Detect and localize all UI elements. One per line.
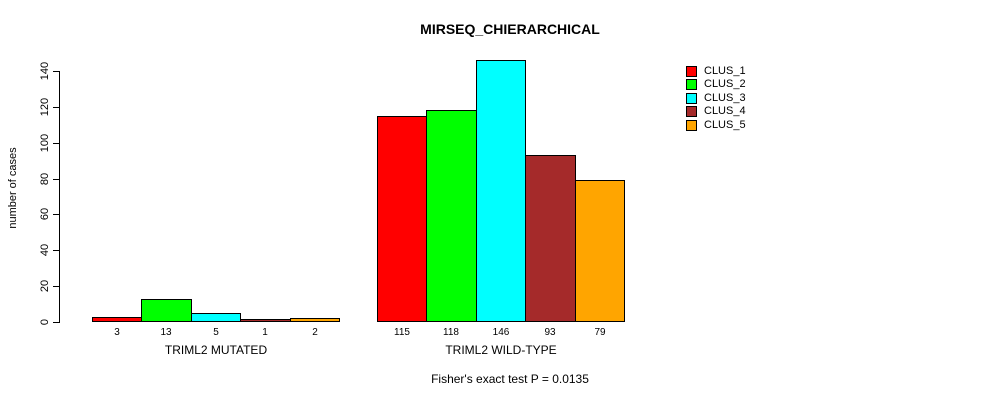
bar-value-label: 146 <box>492 327 510 338</box>
bar-clus_1 <box>377 116 427 322</box>
legend-swatch-icon <box>686 79 697 90</box>
legend-swatch-icon <box>686 106 697 117</box>
bar-clus_4 <box>525 155 576 322</box>
legend-label: CLUS_4 <box>704 105 746 117</box>
y-tick-label: 20 <box>39 279 51 293</box>
y-tick-label: 40 <box>39 243 51 257</box>
bar-value-label: 5 <box>213 327 219 338</box>
legend-item-clus_4: CLUS_4 <box>686 106 746 117</box>
y-tick-label: 100 <box>39 133 51 153</box>
bar-clus_5 <box>290 318 340 322</box>
bar-value-label: 93 <box>544 327 556 338</box>
bar-clus_2 <box>141 299 192 322</box>
y-tick <box>53 214 59 215</box>
fisher-test-annotation: Fisher's exact test P = 0.0135 <box>431 372 589 386</box>
legend-swatch-icon <box>686 93 697 104</box>
y-tick-label: 120 <box>39 97 51 117</box>
chart-title: MIRSEQ_CHIERARCHICAL <box>420 21 600 37</box>
bar-value-label: 3 <box>114 327 120 338</box>
legend-item-clus_2: CLUS_2 <box>686 79 746 90</box>
legend-label: CLUS_2 <box>704 78 746 90</box>
bar-value-label: 13 <box>160 327 172 338</box>
bar-value-label: 1 <box>262 327 268 338</box>
bar-value-label: 115 <box>394 327 410 338</box>
y-tick-label: 80 <box>39 172 51 186</box>
y-tick <box>53 107 59 108</box>
y-tick <box>53 179 59 180</box>
bar-value-label: 2 <box>312 327 318 338</box>
y-tick-label: 60 <box>39 207 51 221</box>
bar-clus_5 <box>575 180 625 322</box>
bar-clus_3 <box>191 313 241 322</box>
legend-item-clus_3: CLUS_3 <box>686 93 746 104</box>
y-tick-label: 0 <box>39 318 51 326</box>
legend-swatch-icon <box>686 66 697 77</box>
y-tick <box>53 250 59 251</box>
y-tick <box>53 143 59 144</box>
bar-clus_2 <box>426 110 477 322</box>
bar-clus_4 <box>240 319 291 322</box>
bar-clus_3 <box>476 60 526 322</box>
legend-label: CLUS_1 <box>704 65 746 77</box>
bar-clus_1 <box>92 317 142 322</box>
legend-item-clus_5: CLUS_5 <box>686 120 746 131</box>
y-tick-label: 140 <box>39 61 51 81</box>
y-axis-line <box>59 71 60 323</box>
y-tick <box>53 322 59 323</box>
legend-item-clus_1: CLUS_1 <box>686 66 746 77</box>
bar-value-label: 118 <box>443 327 459 338</box>
group-label: TRIML2 MUTATED <box>164 343 268 357</box>
bar-value-label: 79 <box>594 327 606 338</box>
legend-swatch-icon <box>686 120 697 131</box>
legend-label: CLUS_3 <box>704 92 746 104</box>
y-tick <box>53 286 59 287</box>
group-label: TRIML2 WILD-TYPE <box>445 343 557 357</box>
legend-label: CLUS_5 <box>704 119 746 131</box>
y-tick <box>53 71 59 72</box>
